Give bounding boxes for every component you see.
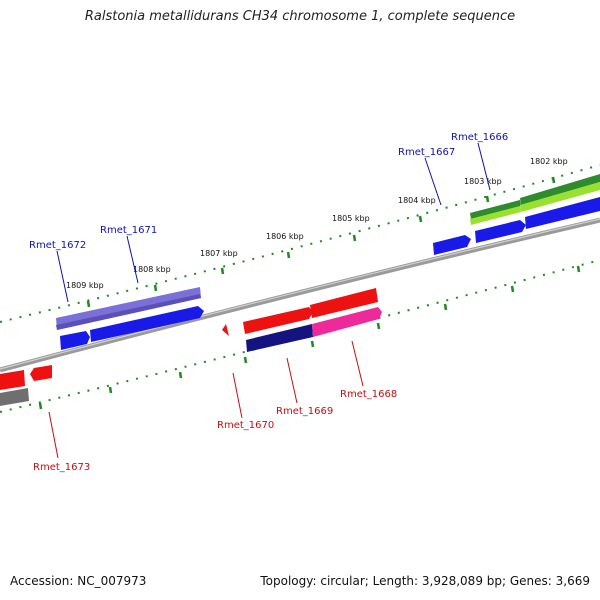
hit-bar[interactable] bbox=[520, 174, 600, 205]
kbp-label: 1806 kbp bbox=[266, 232, 304, 241]
kbp-label: 1809 kbp bbox=[66, 281, 104, 290]
kbp-label: 1807 kbp bbox=[200, 249, 238, 258]
gene-arrow[interactable] bbox=[310, 288, 378, 318]
leader-lines bbox=[48, 142, 491, 459]
kbp-label: 1803 kbp bbox=[464, 177, 502, 186]
gene-arrow[interactable] bbox=[222, 324, 229, 336]
gene-arrow[interactable] bbox=[475, 220, 526, 243]
gene-arrow[interactable] bbox=[433, 235, 471, 255]
kbp-label: 1802 kbp bbox=[530, 157, 568, 166]
gene-arrow[interactable] bbox=[525, 197, 600, 229]
hit-bar[interactable] bbox=[470, 200, 521, 219]
gene-arrow[interactable] bbox=[60, 331, 90, 350]
chromosome-backbone-highlight bbox=[0, 218, 600, 370]
gene-label-rmet-1671[interactable]: Rmet_1671 bbox=[100, 225, 157, 236]
map-title: Ralstonia metallidurans CH34 chromosome … bbox=[84, 9, 516, 24]
hit-bar[interactable] bbox=[520, 182, 600, 212]
major-ticks bbox=[38, 176, 581, 410]
kbp-label: 1804 kbp bbox=[398, 196, 436, 205]
gene-label-rmet-1672[interactable]: Rmet_1672 bbox=[29, 240, 86, 251]
gene-label-rmet-1669[interactable]: Rmet_1669 bbox=[276, 406, 333, 417]
gene-arrow[interactable] bbox=[30, 365, 52, 381]
gene-arrow[interactable] bbox=[246, 324, 313, 352]
hit-bar-shade bbox=[56, 294, 201, 330]
topology-text: Topology: circular; Length: 3,928,089 bp… bbox=[260, 574, 590, 588]
gene-label-rmet-1668[interactable]: Rmet_1668 bbox=[340, 389, 397, 400]
chromosome-backbone bbox=[0, 217, 600, 373]
kbp-label: 1808 kbp bbox=[133, 265, 171, 274]
gene-arrow[interactable] bbox=[90, 306, 204, 342]
gene-arrow[interactable] bbox=[312, 307, 382, 337]
gene-label-rmet-1670[interactable]: Rmet_1670 bbox=[217, 420, 274, 431]
hit-bar[interactable] bbox=[0, 388, 29, 406]
gene-label-rmet-1673[interactable]: Rmet_1673 bbox=[33, 462, 90, 473]
accession-text: Accession: NC_007973 bbox=[10, 574, 147, 588]
hit-bar[interactable] bbox=[470, 206, 521, 225]
gene-arrow[interactable] bbox=[0, 370, 25, 390]
gene-arrow[interactable] bbox=[243, 307, 313, 334]
kbp-label: 1805 kbp bbox=[332, 214, 370, 223]
gene-label-rmet-1667[interactable]: Rmet_1667 bbox=[398, 147, 455, 158]
gene-label-rmet-1666[interactable]: Rmet_1666 bbox=[451, 132, 508, 143]
